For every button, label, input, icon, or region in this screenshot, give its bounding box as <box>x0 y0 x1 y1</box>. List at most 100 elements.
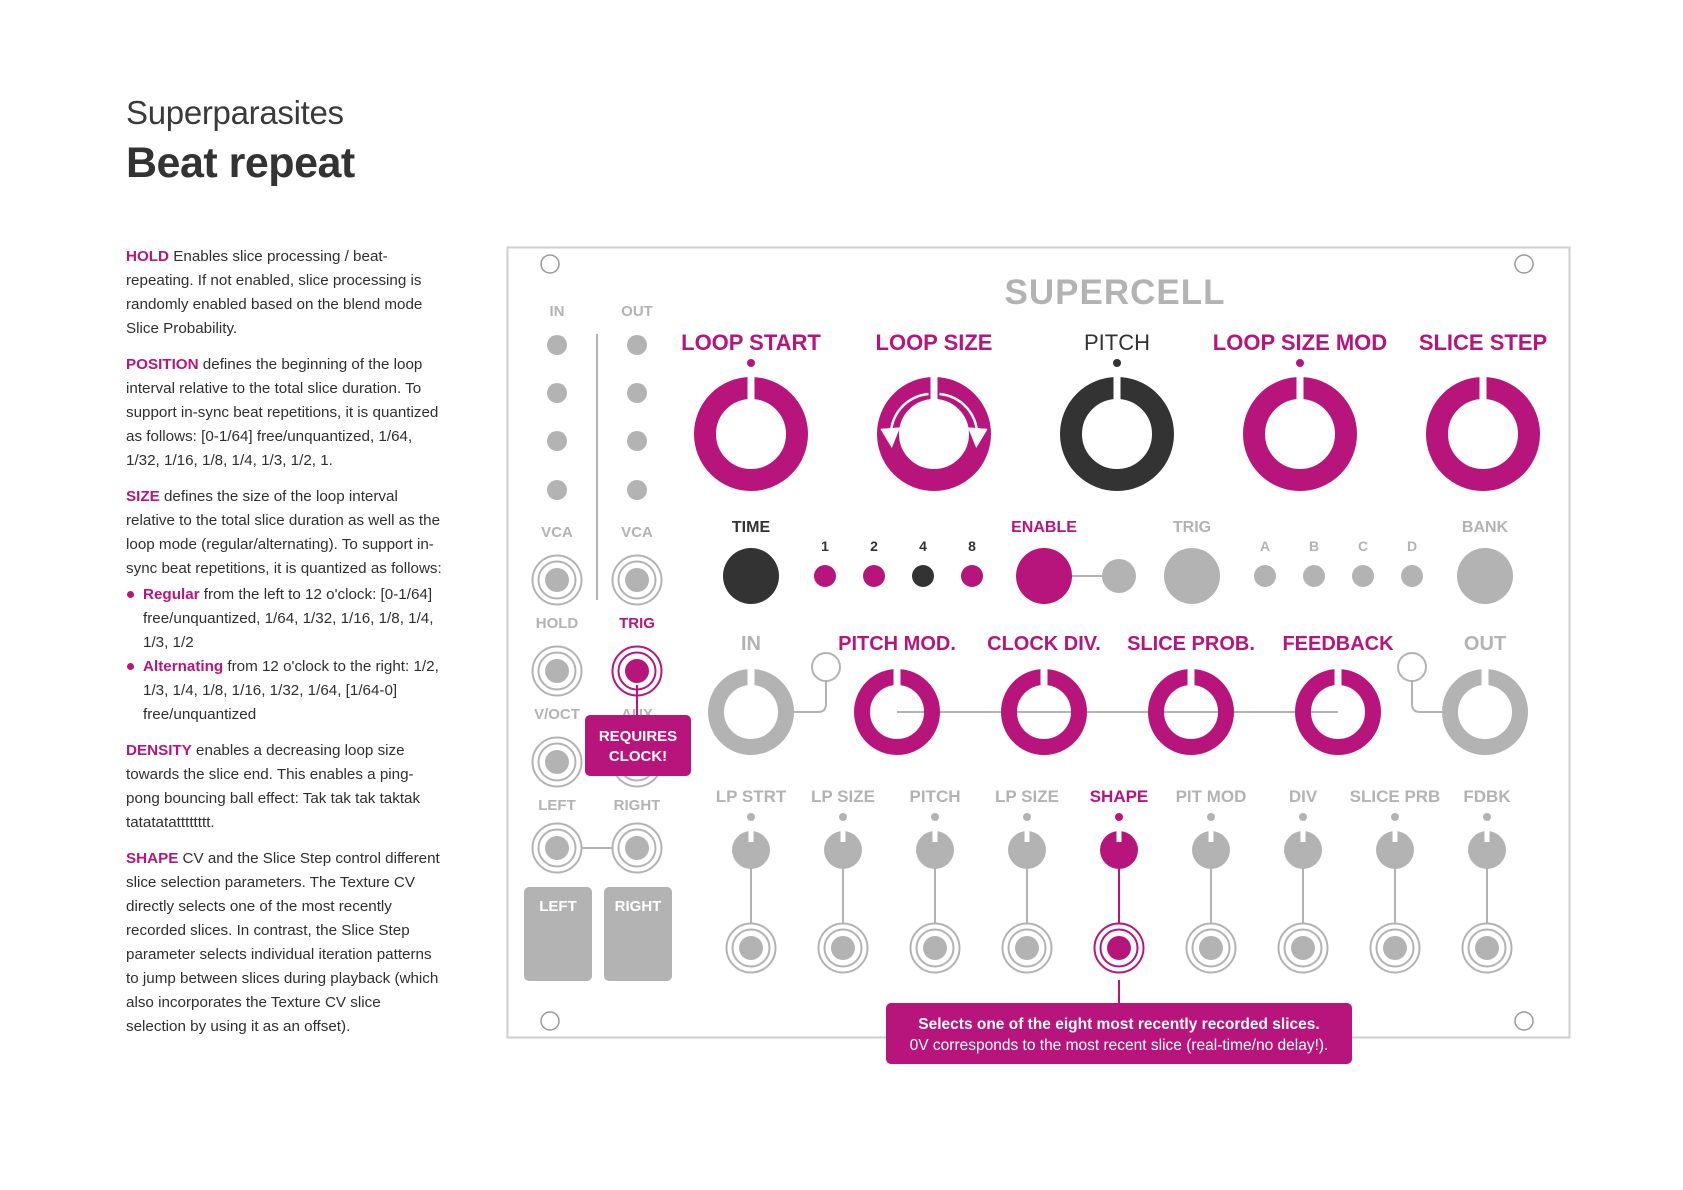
list-item-alternating: Alternating from 12 o'clock to the right… <box>126 655 442 727</box>
label-voct: V/OCT <box>534 706 580 723</box>
callout-clock: CLOCK! <box>609 748 667 765</box>
desc-hold: HOLD Enables slice processing / beat-rep… <box>126 245 442 341</box>
cv-jack[interactable] <box>1093 922 1145 974</box>
loop-size-mod-knob[interactable] <box>1243 376 1357 491</box>
text-regular: from the left to 12 o'clock: [0-1/64] fr… <box>143 586 434 651</box>
left-in-jack[interactable] <box>531 822 583 874</box>
right-in-jack[interactable] <box>611 822 663 874</box>
led <box>547 335 567 355</box>
in-knob[interactable] <box>708 668 794 755</box>
label-bank: BANK <box>1462 519 1509 536</box>
cv-jack[interactable] <box>725 922 777 974</box>
led <box>627 383 647 403</box>
enable-led <box>1102 559 1136 593</box>
led-bank-c <box>1352 565 1374 587</box>
led-bank-a <box>1254 565 1276 587</box>
cv-jack[interactable] <box>1461 922 1513 974</box>
voct-jack[interactable] <box>531 736 583 788</box>
in-led <box>811 652 841 682</box>
cv-jack[interactable] <box>817 922 869 974</box>
cv-jack[interactable] <box>1001 922 1053 974</box>
hold-jack[interactable] <box>531 645 583 697</box>
big-knobs <box>694 376 1540 491</box>
out-knob[interactable] <box>1442 668 1528 755</box>
cv-trimmer[interactable] <box>1008 830 1046 869</box>
bullet-icon <box>127 663 134 670</box>
indicator-dot <box>747 359 755 367</box>
feedback-knob[interactable] <box>1295 668 1381 755</box>
text-density: enables a decreasing loop size towards t… <box>126 742 421 831</box>
indicator-dot <box>1296 359 1304 367</box>
label-bank-c: C <box>1358 538 1368 554</box>
trig-button[interactable] <box>1164 548 1220 604</box>
cv-trimmer[interactable] <box>824 830 862 869</box>
pitch-knob[interactable] <box>1060 376 1174 491</box>
desc-density: DENSITY enables a decreasing loop size t… <box>126 739 442 835</box>
knob-pointer <box>930 376 938 400</box>
clock-div-knob[interactable] <box>1001 668 1087 755</box>
trimmer-pointer <box>748 830 754 842</box>
kw-shape: SHAPE <box>126 850 179 867</box>
knob-pointer <box>747 668 755 686</box>
cv-trimmer[interactable] <box>1468 830 1506 869</box>
text-size: defines the size of the loop interval re… <box>126 488 442 577</box>
right-out-box <box>604 887 672 981</box>
list-item-regular: Regular from the left to 12 o'clock: [0-… <box>126 583 442 655</box>
label-right-in: RIGHT <box>614 797 661 814</box>
out-link <box>1411 681 1445 713</box>
trig-jack[interactable] <box>611 645 663 697</box>
trimmer-pointer <box>1300 830 1306 842</box>
trimmer-body <box>824 831 862 869</box>
cv-trimmer[interactable] <box>1376 830 1414 869</box>
cv-trimmer[interactable] <box>1284 830 1322 869</box>
cv-label: PIT MOD <box>1176 787 1247 806</box>
loop-start-knob[interactable] <box>694 376 808 491</box>
trimmer-body <box>732 831 770 869</box>
led-div-2 <box>863 565 885 587</box>
cv-trimmer[interactable] <box>732 830 770 869</box>
jack-hole <box>1199 936 1223 960</box>
led <box>547 383 567 403</box>
knob-pointer <box>1479 376 1487 400</box>
cv-label: SLICE PRB <box>1350 787 1441 806</box>
trimmer-pointer <box>1208 830 1214 842</box>
cv-jack[interactable] <box>1185 922 1237 974</box>
jack-hole <box>739 936 763 960</box>
indicator-dot <box>1023 813 1031 821</box>
label-clock-div: CLOCK DIV. <box>987 633 1101 655</box>
enable-button[interactable] <box>1016 548 1072 604</box>
panel-frame <box>506 246 1571 1039</box>
vca-in-jack[interactable] <box>531 554 583 606</box>
led <box>627 335 647 355</box>
label-div-2: 2 <box>870 538 878 554</box>
label-bank-b: B <box>1309 538 1319 554</box>
jack-hole <box>545 836 569 860</box>
label-div-8: 8 <box>968 538 976 554</box>
slice-prob-knob[interactable] <box>1148 668 1234 755</box>
kw-density: DENSITY <box>126 742 192 759</box>
label-bank-d: D <box>1407 538 1417 554</box>
text-shape: CV and the Slice Step control different … <box>126 850 440 1035</box>
bank-button[interactable] <box>1457 548 1513 604</box>
time-button[interactable] <box>723 548 779 604</box>
cv-jack[interactable] <box>909 922 961 974</box>
label-pitch-mod: PITCH MOD. <box>838 633 956 655</box>
cv-trimmer[interactable] <box>916 830 954 869</box>
trimmer-body <box>1192 831 1230 869</box>
jack-hole <box>1015 936 1039 960</box>
cv-trimmer[interactable] <box>1100 830 1138 869</box>
cv-trimmer[interactable] <box>1192 830 1230 869</box>
pitch-mod-knob[interactable] <box>854 668 940 755</box>
in-link <box>791 681 827 713</box>
cv-jack[interactable] <box>1277 922 1329 974</box>
label-out-knob: OUT <box>1464 633 1506 655</box>
slice-step-knob[interactable] <box>1426 376 1540 491</box>
cv-jack[interactable] <box>1369 922 1421 974</box>
vca-out-jack[interactable] <box>611 554 663 606</box>
cv-label: LP STRT <box>716 787 787 806</box>
jack-hole <box>545 750 569 774</box>
label-left-out: LEFT <box>539 898 577 915</box>
desc-size: SIZE defines the size of the loop interv… <box>126 485 442 581</box>
text-hold: Enables slice processing / beat-repeatin… <box>126 248 423 337</box>
screw-icon <box>540 254 560 274</box>
